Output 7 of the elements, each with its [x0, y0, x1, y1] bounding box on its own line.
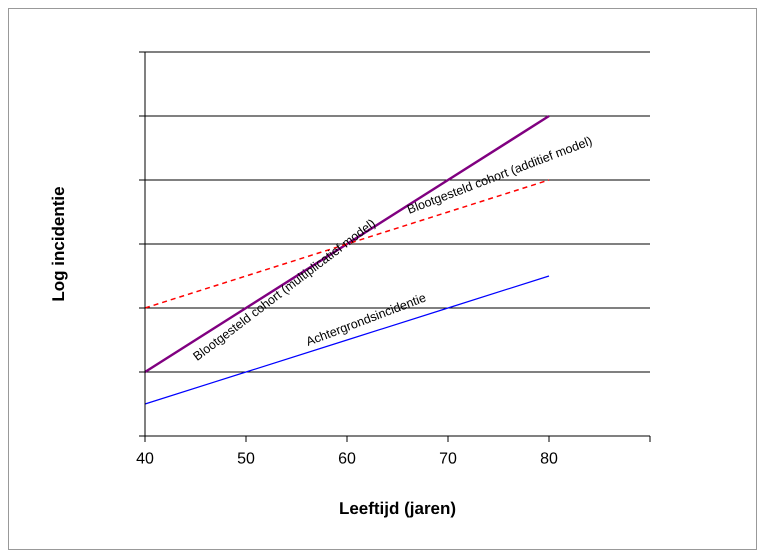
x-axis-title: Leeftijd (jaren)	[338, 499, 456, 518]
x-tick-label: 80	[540, 450, 558, 468]
x-tick-label: 70	[439, 450, 457, 468]
x-tick-label: 40	[136, 450, 154, 468]
x-tick-label: 60	[338, 450, 356, 468]
y-axis-title: Log incidentie	[49, 186, 68, 302]
x-tick-label: 50	[237, 450, 255, 468]
